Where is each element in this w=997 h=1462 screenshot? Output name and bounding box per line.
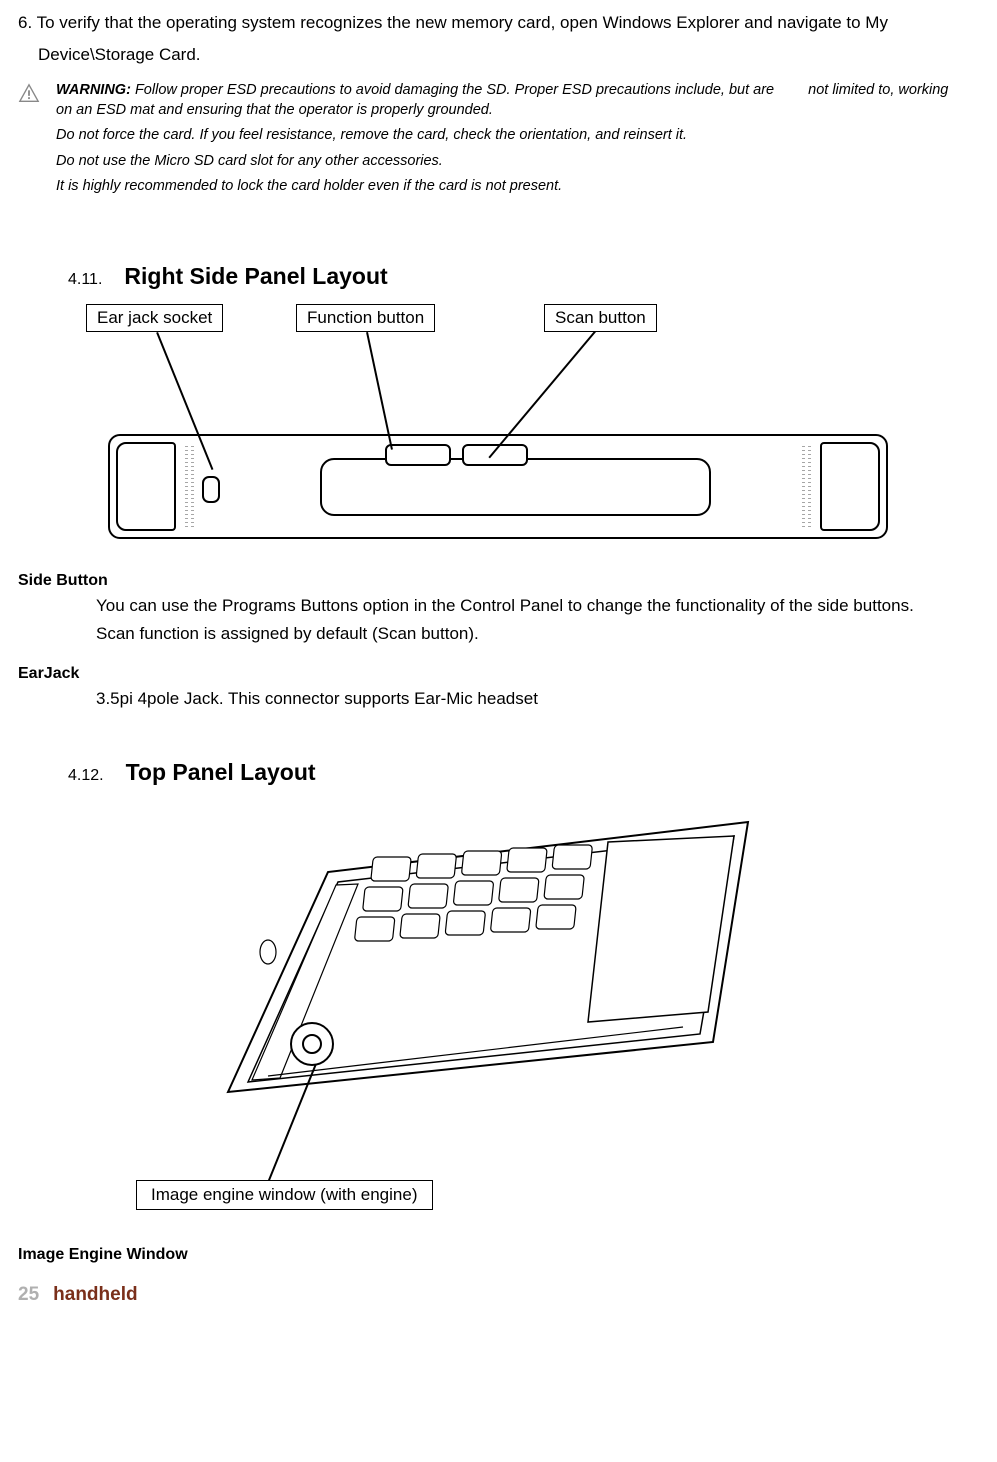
image-engine-window-heading: Image Engine Window xyxy=(18,1246,979,1264)
warning-icon xyxy=(18,81,56,203)
warning-text-2: Do not force the card. If you feel resis… xyxy=(56,126,979,146)
section-411-num: 4.11. xyxy=(68,271,102,289)
step-6-line2: Device\Storage Card. xyxy=(18,42,979,68)
section-412-num: 4.12. xyxy=(68,767,104,785)
section-411-heading: 4.11. Right Side Panel Layout xyxy=(68,263,979,290)
warning-text-1tail: not limited to, working xyxy=(808,82,948,98)
side-button-heading: Side Button xyxy=(18,572,979,590)
step-6-line1: 6. To verify that the operating system r… xyxy=(18,10,979,36)
section-412-title: Top Panel Layout xyxy=(126,759,316,786)
pointer-fn xyxy=(366,332,393,450)
page-footer: 25 handheld xyxy=(18,1284,979,1306)
device-side-illustration xyxy=(108,434,888,539)
side-button-p2: Scan function is assigned by default (Sc… xyxy=(96,622,979,646)
section-411-title: Right Side Panel Layout xyxy=(124,263,387,290)
label-ear-jack: Ear jack socket xyxy=(86,304,223,332)
warning-block: WARNING: Follow proper ESD precautions t… xyxy=(18,81,979,203)
device-perspective-illustration xyxy=(208,812,778,1122)
image-engine-lens xyxy=(290,1022,334,1066)
diagram-side-panel: Ear jack socket Function button Scan but… xyxy=(78,304,908,554)
page-number: 25 xyxy=(18,1284,39,1306)
brand-text: handheld xyxy=(53,1284,137,1306)
label-function-button: Function button xyxy=(296,304,435,332)
warning-text-1a: Follow proper ESD precautions to avoid d… xyxy=(135,82,774,98)
earjack-heading: EarJack xyxy=(18,665,979,683)
earjack-p: 3.5pi 4pole Jack. This connector support… xyxy=(96,687,979,711)
diagram-top-panel: Image engine window (with engine) xyxy=(108,800,908,1230)
side-button-p1: You can use the Programs Buttons option … xyxy=(96,594,979,618)
warning-text-1b: on an ESD mat and ensuring that the oper… xyxy=(56,102,493,118)
warning-content: WARNING: Follow proper ESD precautions t… xyxy=(56,81,979,203)
section-412-heading: 4.12. Top Panel Layout xyxy=(68,759,979,786)
warning-text-3: Do not use the Micro SD card slot for an… xyxy=(56,152,979,172)
label-scan-button: Scan button xyxy=(544,304,657,332)
warning-label: WARNING: xyxy=(56,82,131,98)
label-image-engine: Image engine window (with engine) xyxy=(136,1180,433,1210)
warning-text-4: It is highly recommended to lock the car… xyxy=(56,177,979,197)
